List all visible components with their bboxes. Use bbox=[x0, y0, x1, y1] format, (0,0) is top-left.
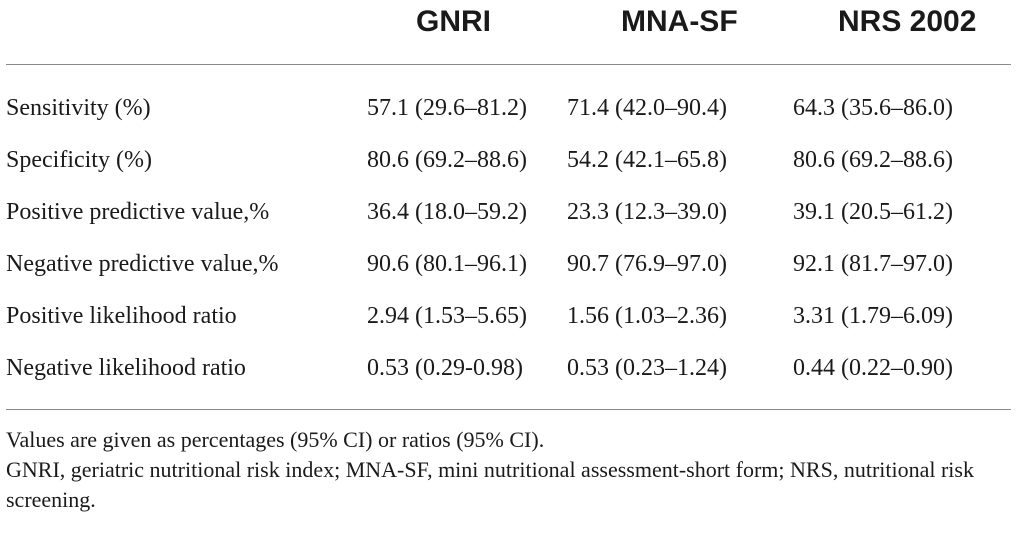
table-cell: 0.44 (0.22–0.90) bbox=[793, 355, 953, 381]
table-row: Sensitivity (%) 57.1 (29.6–81.2) 71.4 (4… bbox=[0, 82, 1017, 134]
row-label: Positive predictive value,% bbox=[6, 199, 270, 225]
table-cell: 39.1 (20.5–61.2) bbox=[793, 199, 953, 225]
column-header-mna-sf: MNA-SF bbox=[621, 5, 738, 38]
table-cell: 3.31 (1.79–6.09) bbox=[793, 303, 953, 329]
table-header: GNRI MNA-SF NRS 2002 bbox=[0, 0, 1017, 60]
table-cell: 23.3 (12.3–39.0) bbox=[567, 199, 727, 225]
table-cell: 92.1 (81.7–97.0) bbox=[793, 251, 953, 277]
table-body: Sensitivity (%) 57.1 (29.6–81.2) 71.4 (4… bbox=[0, 82, 1017, 394]
table-footnotes: Values are given as percentages (95% CI)… bbox=[6, 425, 1011, 515]
table-row: Negative predictive value,% 90.6 (80.1–9… bbox=[0, 238, 1017, 290]
table-cell: 80.6 (69.2–88.6) bbox=[793, 147, 953, 173]
row-label: Negative predictive value,% bbox=[6, 251, 279, 277]
row-label: Specificity (%) bbox=[6, 147, 152, 173]
abbreviations-footnote: GNRI, geriatric nutritional risk index; … bbox=[6, 457, 974, 512]
column-header-nrs-2002: NRS 2002 bbox=[838, 5, 977, 38]
row-label: Sensitivity (%) bbox=[6, 95, 151, 121]
table-row: Negative likelihood ratio 0.53 (0.29-0.9… bbox=[0, 342, 1017, 394]
table-cell: 71.4 (42.0–90.4) bbox=[567, 95, 727, 121]
header-divider bbox=[6, 64, 1011, 65]
table-cell: 54.2 (42.1–65.8) bbox=[567, 147, 727, 173]
table-cell: 80.6 (69.2–88.6) bbox=[367, 147, 527, 173]
table-row: Positive likelihood ratio 2.94 (1.53–5.6… bbox=[0, 290, 1017, 342]
column-header-gnri: GNRI bbox=[416, 5, 491, 38]
table-cell: 2.94 (1.53–5.65) bbox=[367, 303, 527, 329]
table-cell: 90.6 (80.1–96.1) bbox=[367, 251, 527, 277]
row-label: Negative likelihood ratio bbox=[6, 355, 246, 381]
table-cell: 1.56 (1.03–2.36) bbox=[567, 303, 727, 329]
values-footnote: Values are given as percentages (95% CI)… bbox=[6, 427, 545, 452]
table-cell: 0.53 (0.23–1.24) bbox=[567, 355, 727, 381]
footer-divider bbox=[6, 409, 1011, 410]
table-cell: 0.53 (0.29-0.98) bbox=[367, 355, 523, 381]
table-cell: 64.3 (35.6–86.0) bbox=[793, 95, 953, 121]
table-cell: 90.7 (76.9–97.0) bbox=[567, 251, 727, 277]
row-label: Positive likelihood ratio bbox=[6, 303, 237, 329]
table-cell: 57.1 (29.6–81.2) bbox=[367, 95, 527, 121]
table-row: Positive predictive value,% 36.4 (18.0–5… bbox=[0, 186, 1017, 238]
table-cell: 36.4 (18.0–59.2) bbox=[367, 199, 527, 225]
table-row: Specificity (%) 80.6 (69.2–88.6) 54.2 (4… bbox=[0, 134, 1017, 186]
